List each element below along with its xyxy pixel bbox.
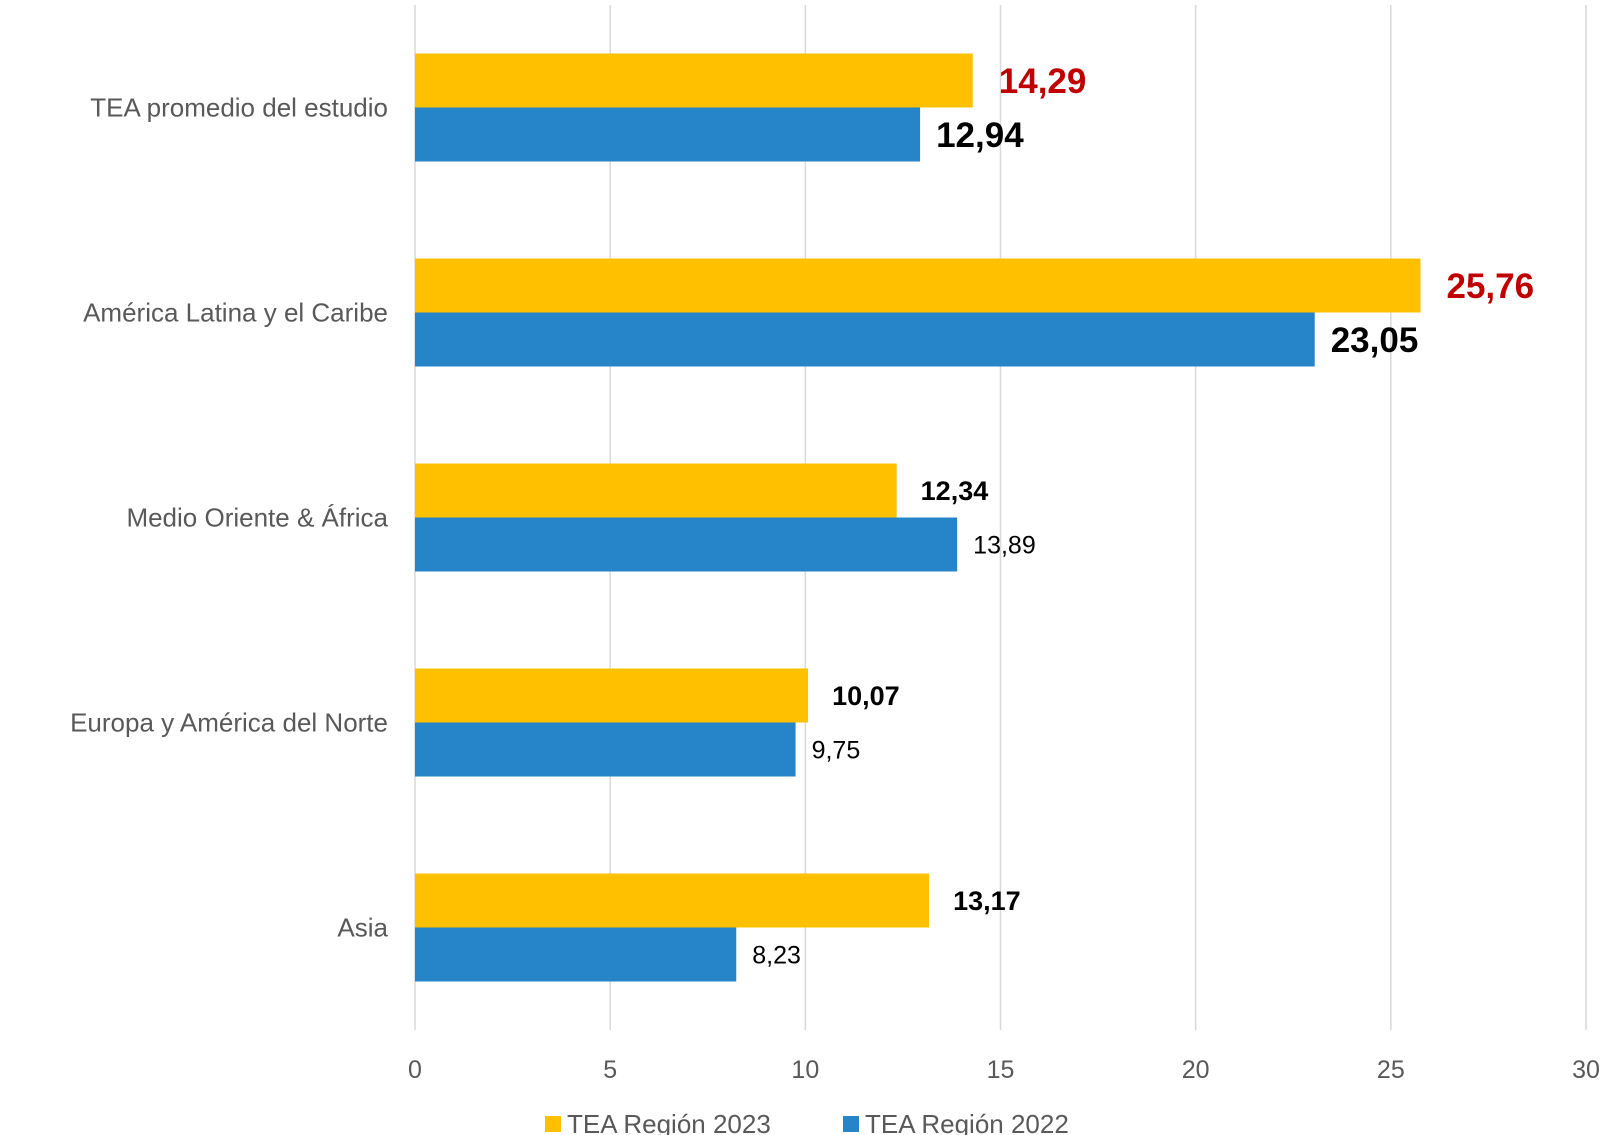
legend-label-2022: TEA Región 2022 bbox=[865, 1109, 1069, 1135]
value-label-2022: 8,23 bbox=[752, 942, 801, 970]
tick-label-20: 20 bbox=[1182, 1056, 1210, 1084]
bar-2022 bbox=[415, 517, 958, 572]
tick-label-10: 10 bbox=[791, 1056, 819, 1084]
tick-label-15: 15 bbox=[987, 1056, 1015, 1084]
category-label: Europa y América del Norte bbox=[70, 708, 388, 738]
tick-label-0: 0 bbox=[408, 1056, 422, 1084]
bar-2022 bbox=[415, 107, 921, 162]
bar-2023 bbox=[415, 463, 897, 518]
tick-label-30: 30 bbox=[1572, 1056, 1600, 1084]
value-label-2022: 23,05 bbox=[1331, 321, 1419, 360]
bars bbox=[415, 53, 1421, 982]
value-label-2022: 9,75 bbox=[812, 737, 861, 765]
legend-swatch-2023 bbox=[545, 1116, 561, 1132]
category-label: Asia bbox=[337, 913, 388, 943]
category-labels: TEA promedio del estudio América Latina y… bbox=[70, 93, 388, 943]
value-label-2022: 12,94 bbox=[936, 116, 1024, 155]
value-label-2023: 25,76 bbox=[1446, 267, 1534, 306]
bar-2022 bbox=[415, 722, 796, 777]
bar-2023 bbox=[415, 873, 930, 928]
bar-2023 bbox=[415, 258, 1421, 313]
value-label-2023: 12,34 bbox=[921, 476, 989, 506]
value-label-2023: 10,07 bbox=[832, 681, 900, 711]
tick-label-5: 5 bbox=[603, 1056, 617, 1084]
category-label: Medio Oriente & África bbox=[126, 503, 388, 533]
value-labels: 14,29 12,94 25,76 23,05 12,34 13,89 10,07 9,75 1… bbox=[752, 62, 1534, 969]
legend-label-2023: TEA Región 2023 bbox=[567, 1109, 771, 1135]
bar-2022 bbox=[415, 927, 737, 982]
legend: TEA Región 2023 TEA Región 2022 bbox=[545, 1109, 1069, 1135]
bar-2023 bbox=[415, 668, 809, 723]
legend-swatch-2022 bbox=[843, 1116, 859, 1132]
bar-2022 bbox=[415, 312, 1315, 367]
tick-label-25: 25 bbox=[1377, 1056, 1405, 1084]
value-label-2022: 13,89 bbox=[973, 532, 1036, 560]
x-axis-tick-labels: 0 5 10 15 20 25 30 bbox=[408, 1056, 1600, 1084]
category-label: TEA promedio del estudio bbox=[90, 93, 388, 123]
category-label: América Latina y el Caribe bbox=[83, 298, 388, 328]
value-label-2023: 13,17 bbox=[953, 886, 1021, 916]
bar-2023 bbox=[415, 53, 973, 108]
value-label-2023: 14,29 bbox=[999, 62, 1087, 101]
